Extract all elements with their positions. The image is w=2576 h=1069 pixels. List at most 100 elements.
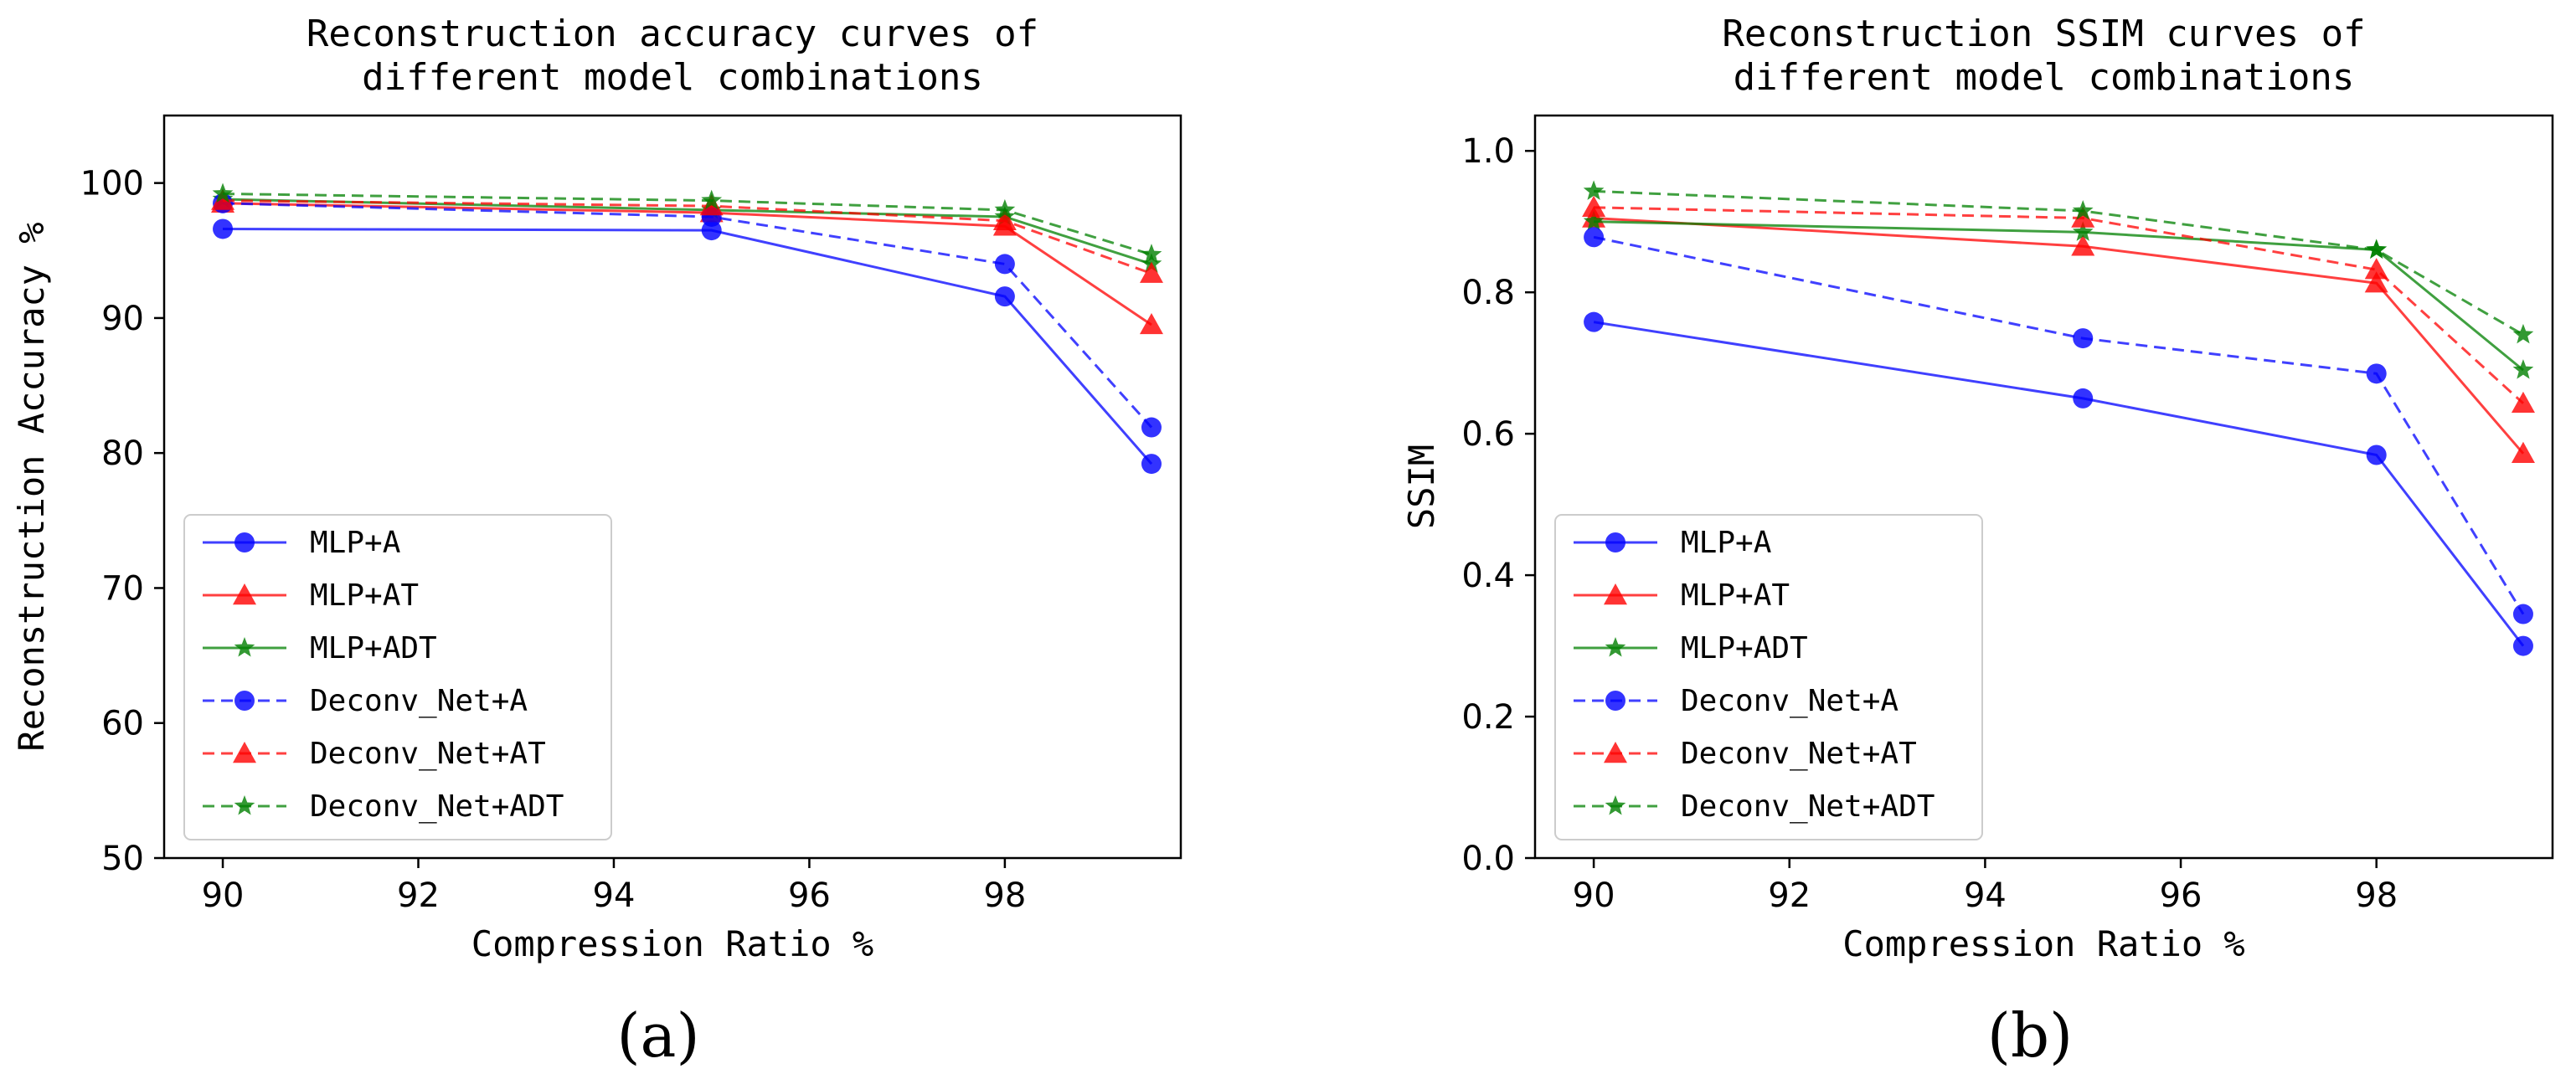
legend-entry: Deconv_Net+A [203, 684, 528, 718]
data-point [2512, 359, 2534, 379]
chart-title: Reconstruction accuracy curves of [307, 13, 1038, 55]
series-Deconv_Net+ADT [212, 182, 1162, 264]
data-point [2072, 221, 2094, 241]
data-point [2512, 635, 2533, 656]
series-line [222, 202, 1152, 326]
legend-label: Deconv_Net+A [310, 684, 528, 718]
legend-label: MLP+A [1681, 526, 1772, 560]
x-tick-label: 90 [202, 876, 245, 915]
series-line [1593, 321, 2525, 647]
series-line [222, 202, 1153, 429]
legend-box [1554, 514, 1983, 840]
data-point [1584, 311, 1605, 332]
series-Deconv_Net+ADT [1583, 180, 2534, 344]
legend-entry: MLP+AT [203, 578, 419, 613]
y-axis-label: Reconstruction Accuracy % [11, 222, 52, 751]
legend-marker [234, 637, 255, 657]
legend-entry: Deconv_Net+AT [1574, 737, 1917, 771]
legend-marker [233, 583, 256, 605]
x-tick-label: 98 [983, 876, 1026, 915]
legend-marker [1605, 795, 1626, 815]
series-MLP+A [1584, 311, 2533, 656]
legend-marker [1605, 637, 1626, 657]
chart-title: different model combinations [1734, 56, 2355, 99]
series-line [1594, 220, 2524, 372]
data-point [1583, 180, 1605, 200]
y-tick-label: 0.2 [1461, 698, 1515, 737]
data-point [701, 189, 723, 210]
series-line [222, 199, 1152, 275]
legend-marker [1604, 742, 1627, 763]
data-point [1141, 454, 1162, 475]
series-Deconv_Net+A [1584, 227, 2533, 624]
legend-marker [1605, 691, 1625, 711]
x-axis-label: Compression Ratio % [471, 923, 873, 964]
panel-caption: (a) [616, 1000, 699, 1069]
y-tick-label: 0.6 [1461, 415, 1515, 454]
legend-label: Deconv_Net+AT [310, 737, 546, 771]
data-point [213, 218, 234, 239]
legend-marker [234, 795, 255, 815]
data-point [2364, 271, 2388, 293]
legend-label: MLP+A [310, 526, 401, 560]
data-point [2071, 234, 2095, 256]
data-point [2073, 328, 2094, 349]
y-tick-label: 80 [101, 434, 144, 473]
data-point [1582, 195, 1606, 218]
data-point [994, 254, 1015, 275]
data-point [1139, 312, 1163, 335]
chart-title: Reconstruction SSIM curves of [1722, 13, 2365, 55]
data-point [2511, 391, 2535, 414]
data-point [2366, 363, 2387, 384]
x-tick-label: 92 [397, 876, 440, 915]
legend-marker [1604, 583, 1627, 605]
series-line [222, 228, 1153, 465]
x-tick-label: 92 [1768, 876, 1811, 915]
data-point [2366, 239, 2388, 260]
legend-label: MLP+ADT [1681, 631, 1808, 666]
series-line [222, 193, 1152, 256]
legend-label: MLP+ADT [310, 631, 437, 666]
series-MLP+A [213, 218, 1162, 475]
data-point [1141, 417, 1162, 438]
series-Deconv_Net+AT [1582, 195, 2535, 414]
data-point [211, 188, 235, 210]
data-point [1139, 261, 1163, 283]
legend-label: Deconv_Net+A [1681, 684, 1899, 718]
y-tick-label: 0.0 [1461, 840, 1515, 878]
y-tick-label: 70 [101, 569, 144, 608]
panel-caption: (b) [1987, 1000, 2073, 1069]
x-tick-label: 94 [593, 876, 636, 915]
legend-label: Deconv_Net+ADT [310, 789, 564, 824]
y-axis-label: SSIM [1401, 445, 1442, 529]
x-tick-label: 98 [2355, 876, 2398, 915]
legend-entry: Deconv_Net+A [1574, 684, 1899, 718]
legend-label: Deconv_Net+ADT [1681, 789, 1935, 824]
y-tick-label: 0.4 [1461, 557, 1515, 595]
chart-title: different model combinations [362, 56, 983, 99]
series-MLP+AT [1582, 206, 2535, 463]
x-tick-label: 96 [788, 876, 831, 915]
legend-box [183, 514, 612, 840]
x-tick-label: 94 [1964, 876, 2007, 915]
data-point [2364, 258, 2388, 280]
plot-frame [1533, 114, 2554, 860]
legend-label: MLP+AT [1681, 578, 1790, 613]
legend-entry: Deconv_Net+AT [203, 737, 546, 771]
data-point [212, 182, 234, 203]
x-tick-label: 96 [2160, 876, 2202, 915]
data-point [2512, 323, 2534, 344]
plot-frame [162, 114, 1182, 860]
y-tick-label: 50 [101, 840, 144, 878]
series-line [1594, 189, 2524, 337]
legend-entry: MLP+ADT [1574, 631, 1808, 666]
series-line [1594, 206, 2525, 404]
legend-entry: MLP+A [203, 526, 401, 560]
legend-marker [234, 691, 255, 711]
data-point [2512, 604, 2533, 624]
legend-entry: MLP+AT [1574, 578, 1790, 613]
legend-marker [234, 532, 255, 552]
data-point [1583, 210, 1605, 231]
